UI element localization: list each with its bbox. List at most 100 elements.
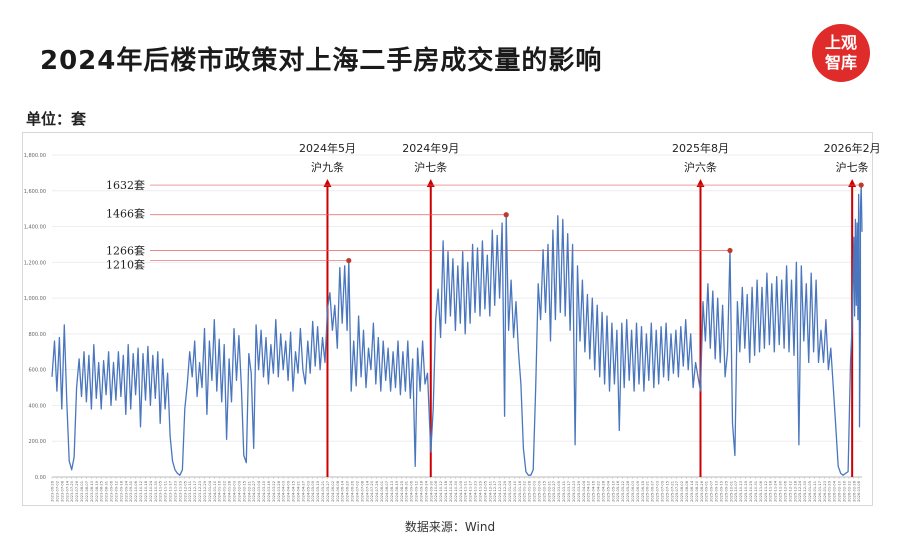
x-tick-label: 2024-08-07 xyxy=(385,481,389,502)
x-tick-label: 2025-12-30 xyxy=(803,480,807,502)
x-tick-label: 2025-06-21 xyxy=(646,481,650,502)
x-tick-label: 2025-04-22 xyxy=(597,481,601,502)
y-tick-label: 800.00 xyxy=(29,332,47,338)
x-tick-label: 2024-01-10 xyxy=(213,480,217,502)
x-tick-label: 2025-10-31 xyxy=(754,481,758,502)
x-tick-label: 2025-07-21 xyxy=(670,481,674,502)
x-tick-label: 2023-10-06 xyxy=(134,480,138,502)
x-tick-label: 2023-08-13 xyxy=(90,481,94,502)
x-tick-label: 2025-05-28 xyxy=(626,480,630,502)
peak-marker xyxy=(727,247,733,254)
x-tick-label: 2023-07-26 xyxy=(75,480,79,502)
x-tick-label: 2024-03-16 xyxy=(267,480,271,502)
x-tick-label: 2025-01-16 xyxy=(518,480,522,502)
x-tick-label: 2025-05-04 xyxy=(606,480,610,502)
x-tick-label: 2025-12-06 xyxy=(783,480,787,502)
x-tick-label: 2023-12-05 xyxy=(183,481,187,502)
y-tick-label: 1,200.00 xyxy=(24,260,46,266)
x-tick-label: 2025-03-05 xyxy=(557,481,561,502)
x-tick-label: 2024-02-15 xyxy=(242,481,246,502)
x-tick-label: 2025-12-12 xyxy=(788,481,792,502)
series-line xyxy=(51,184,863,476)
x-tick-label: 2024-08-25 xyxy=(400,481,404,502)
x-tick-label: 2024-10-18 xyxy=(444,480,448,502)
x-tick-label: 2024-05-15 xyxy=(316,481,320,502)
x-tick-label: 2023-08-31 xyxy=(105,481,109,502)
x-tick-label: 2024-01-28 xyxy=(228,480,232,502)
x-tick-label: 2025-03-29 xyxy=(577,480,581,502)
x-tick-label: 2026-02-10 xyxy=(838,480,842,502)
x-tick-label: 2023-10-12 xyxy=(139,481,143,502)
y-tick-label: 0.00 xyxy=(35,475,46,481)
x-tick-label: 2025-06-09 xyxy=(636,480,640,502)
x-tick-label: 2024-06-14 xyxy=(341,480,345,502)
x-tick-label: 2023-07-02 xyxy=(55,481,59,502)
x-tick-label: 2024-12-23 xyxy=(498,481,502,502)
x-tick-label: 2024-12-11 xyxy=(488,481,492,502)
x-tick-label: 2024-11-05 xyxy=(459,481,463,502)
x-tick-label: 2025-08-20 xyxy=(695,480,699,502)
x-tick-label: 2024-10-30 xyxy=(454,480,458,502)
x-tick-label: 2024-05-09 xyxy=(311,480,315,502)
x-tick-label: 2024-11-17 xyxy=(469,481,473,502)
x-tick-label: 2025-04-16 xyxy=(592,480,596,502)
x-tick-label: 2025-05-16 xyxy=(616,480,620,502)
x-tick-label: 2026-02-22 xyxy=(847,481,851,502)
x-tick-label: 2025-05-22 xyxy=(621,481,625,502)
x-tick-label: 2024-11-23 xyxy=(474,481,478,502)
annotation-label: 1466套 xyxy=(106,208,145,221)
x-tick-label: 2025-11-18 xyxy=(769,480,773,502)
x-tick-label: 2024-08-19 xyxy=(395,480,399,502)
x-tick-label: 2023-07-08 xyxy=(60,480,64,502)
x-tick-label: 2024-04-09 xyxy=(287,480,291,502)
x-tick-label: 2024-10-12 xyxy=(439,481,443,502)
x-tick-label: 2024-01-16 xyxy=(218,480,222,502)
x-tick-label: 2023-06-26 xyxy=(51,480,55,502)
x-tick-label: 2024-09-24 xyxy=(424,480,428,502)
annotation-label: 1210套 xyxy=(106,259,145,272)
brand-logo: 上观 智库 xyxy=(812,24,870,82)
y-tick-label: 1,800.00 xyxy=(24,153,46,159)
x-tick-label: 2024-10-24 xyxy=(449,480,453,502)
x-tick-label: 2024-09-18 xyxy=(419,480,423,502)
policy-name-label: 沪七条 xyxy=(414,160,447,174)
x-tick-label: 2023-10-24 xyxy=(149,480,153,502)
x-tick-label: 2025-09-25 xyxy=(724,481,728,502)
x-tick-label: 2024-07-14 xyxy=(365,480,369,502)
policy-arrowhead xyxy=(323,179,332,187)
policy-name-label: 沪七条 xyxy=(836,160,869,174)
x-tick-label: 2025-04-10 xyxy=(587,480,591,502)
x-tick-label: 2023-09-06 xyxy=(110,480,114,502)
x-tick-label: 2024-07-26 xyxy=(375,480,379,502)
x-tick-label: 2024-06-26 xyxy=(351,480,355,502)
policy-name-label: 沪六条 xyxy=(684,160,717,174)
x-tick-label: 2025-08-14 xyxy=(690,480,694,502)
x-tick-label: 2024-02-21 xyxy=(247,481,251,502)
x-tick-label: 2025-11-30 xyxy=(779,480,783,502)
x-tick-label: 2025-07-27 xyxy=(675,481,679,502)
x-tick-label: 2024-12-17 xyxy=(493,481,497,502)
x-tick-label: 2024-06-08 xyxy=(336,480,340,502)
x-tick-label: 2024-05-03 xyxy=(306,481,310,502)
x-tick-label: 2024-03-22 xyxy=(272,481,276,502)
x-tick-label: 2025-01-28 xyxy=(528,480,532,502)
x-tick-label: 2026-01-05 xyxy=(808,481,812,502)
x-tick-label: 2024-05-21 xyxy=(321,481,325,502)
x-tick-label: 2023-11-29 xyxy=(178,480,182,502)
x-tick-label: 2024-06-02 xyxy=(331,481,335,502)
x-tick-label: 2025-02-27 xyxy=(552,481,556,502)
x-tick-label: 2024-04-03 xyxy=(282,481,286,502)
y-tick-label: 1,000.00 xyxy=(24,296,46,302)
x-tick-label: 2026-01-29 xyxy=(828,480,832,502)
x-tick-label: 2024-02-09 xyxy=(237,480,241,502)
policy-name-label: 沪九条 xyxy=(311,160,344,174)
x-tick-label: 2025-10-13 xyxy=(739,481,743,502)
x-tick-label: 2025-01-10 xyxy=(513,480,517,502)
x-tick-label: 2025-07-09 xyxy=(660,480,664,502)
x-tick-label: 2023-09-24 xyxy=(124,480,128,502)
x-tick-label: 2024-02-03 xyxy=(233,481,237,502)
x-tick-label: 2024-08-31 xyxy=(405,481,409,502)
x-tick-label: 2024-11-11 xyxy=(464,481,468,502)
x-tick-label: 2023-10-30 xyxy=(154,480,158,502)
